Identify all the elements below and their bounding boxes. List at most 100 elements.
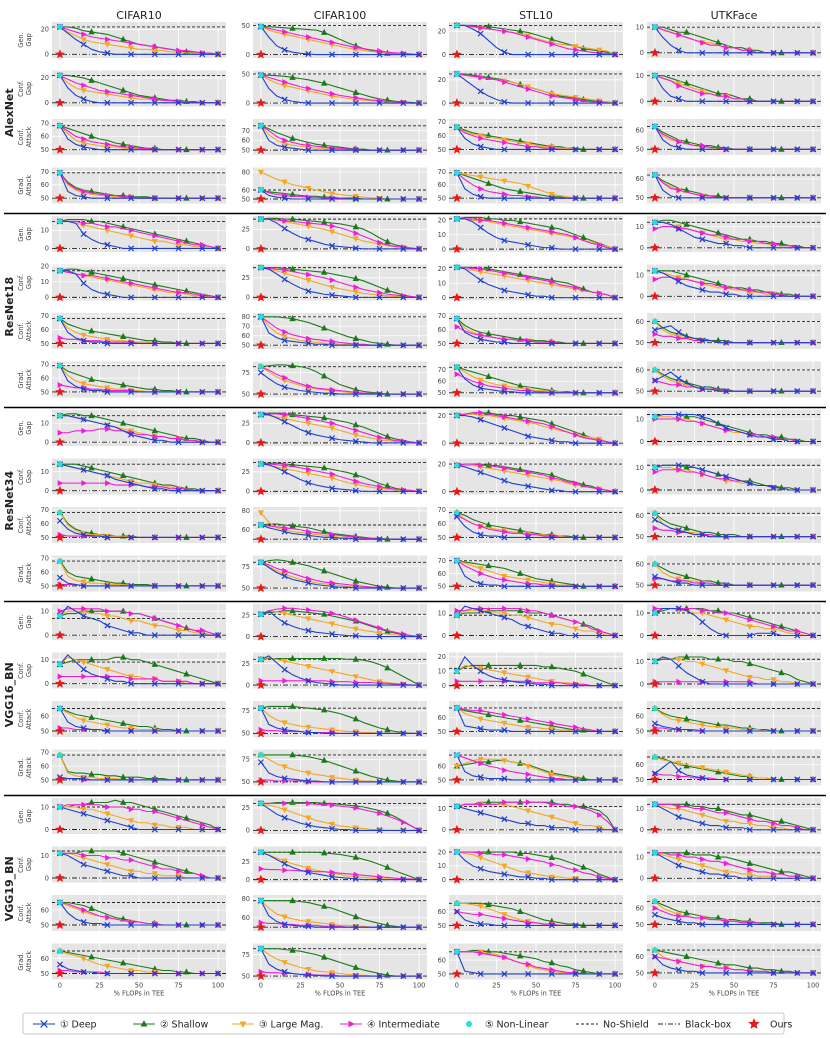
series-point-shallow [516,661,524,668]
series-point-shallow [352,913,360,920]
series-point-shallow [485,521,492,528]
series-point-deep [80,612,87,620]
series-point-deep [746,480,753,487]
series-point-intermediate [176,622,182,629]
series-point-largemag [281,611,288,617]
series-point-intermediate [549,423,556,430]
y-tick-label: 50 [636,339,644,347]
series-point-intermediate [723,284,730,291]
series-point-deep [400,147,407,154]
series-point-deep [305,50,312,57]
series-point-largemag [596,825,603,832]
panel-vgg19_bn-utkface-conf: 010 [636,846,821,883]
series-point-deep-b [329,583,336,590]
series-point-deep [376,585,383,592]
series-point-deep [548,922,555,929]
series-point-deep-b [416,439,423,446]
series-point-deep [810,680,817,688]
series-point-intermediate [282,462,289,469]
series-point-deep-b [596,682,603,689]
series-point-deep [400,633,407,640]
series-point-deep [329,681,336,688]
series-point-intermediate [152,96,159,103]
series-point-deep [329,485,336,492]
series-point-largemag [548,622,555,628]
ours-star [55,144,65,154]
series-point-deep [794,388,801,395]
metric-label-line2: Gap [25,809,33,822]
series-point-deep-b [501,49,508,56]
series-point-deep-b [199,51,206,58]
series-point-intermediate [176,868,182,875]
series-point-intermediate [152,675,159,682]
series-point-intermediate [353,44,360,51]
series-point-intermediate [81,188,88,195]
y-tick-label: 70 [41,506,49,514]
series-point-deep-b [525,340,532,347]
series-point-intermediate [478,850,485,857]
series-point-shallow [352,223,360,230]
series-point-deep-b [352,294,359,301]
series-point-largemag [746,675,753,681]
series-point-deep-b [699,466,706,473]
series-point-deep-b [329,291,336,299]
series-point-deep [501,534,508,541]
y-tick-label: 0 [246,827,250,835]
series-point-deep-b [175,487,182,494]
series-point-deep [305,195,312,203]
series-point-deep [80,918,87,926]
series-point-deep [810,727,817,735]
y-tick-label: 50 [41,146,49,154]
series-point-deep-b [352,51,359,58]
series-point-shallow [289,134,296,141]
series-point-deep [80,810,87,817]
series-point-deep-b [352,536,359,543]
series-point-deep-b [257,369,264,376]
series-line-deep [260,74,420,104]
series-point-largemag [151,623,158,630]
series-point-deep-b [596,51,603,58]
series-point-deep [376,778,383,785]
metric-label-line2: Attack [25,757,33,778]
architecture-label-vgg16_bn: VGG16_BN [3,662,16,727]
series-point-deep-b [352,875,359,882]
series-point-intermediate [478,135,485,142]
series-point-intermediate [700,856,706,863]
series-point-deep [477,385,484,392]
series-point-shallow [183,339,190,346]
series-point-intermediate [573,234,579,241]
series-point-deep [770,98,777,105]
series-point-deep-b [572,294,579,301]
series-point-largemag [281,83,288,90]
series-point-deep [477,277,484,284]
series-point-deep [305,340,312,347]
ours-star [452,532,462,542]
y-tick-label: 10 [636,23,644,31]
series-point-deep-b [548,99,555,107]
series-point-deep [746,293,753,300]
series-point-deep [215,680,222,687]
y-tick-label: 60 [636,560,644,568]
series-point-deep [810,875,817,882]
series-point-deep [175,245,182,252]
ours-star [256,98,266,108]
series-point-shallow [746,660,754,667]
series-point-deep-b [723,194,730,201]
series-point-deep-b [329,534,336,541]
series-point-deep-b [199,439,206,446]
series-point-shallow [320,268,328,275]
series-point-shallow [778,239,785,246]
series-point-deep-b [525,679,532,686]
series-point-deep-b [548,51,555,58]
series-point-deep [151,727,158,735]
series-point-largemag [281,858,288,865]
series-point-largemag [305,865,312,872]
series-point-shallow [183,194,190,201]
series-line-shallow [456,24,616,56]
column-title-utkface: UTKFace [711,9,758,22]
panel-resnet34-utkface-conf: 010 [636,458,821,495]
series-point-intermediate [282,328,289,335]
series-point-deep [215,51,222,58]
column-title-cifar10: CIFAR10 [116,9,161,22]
